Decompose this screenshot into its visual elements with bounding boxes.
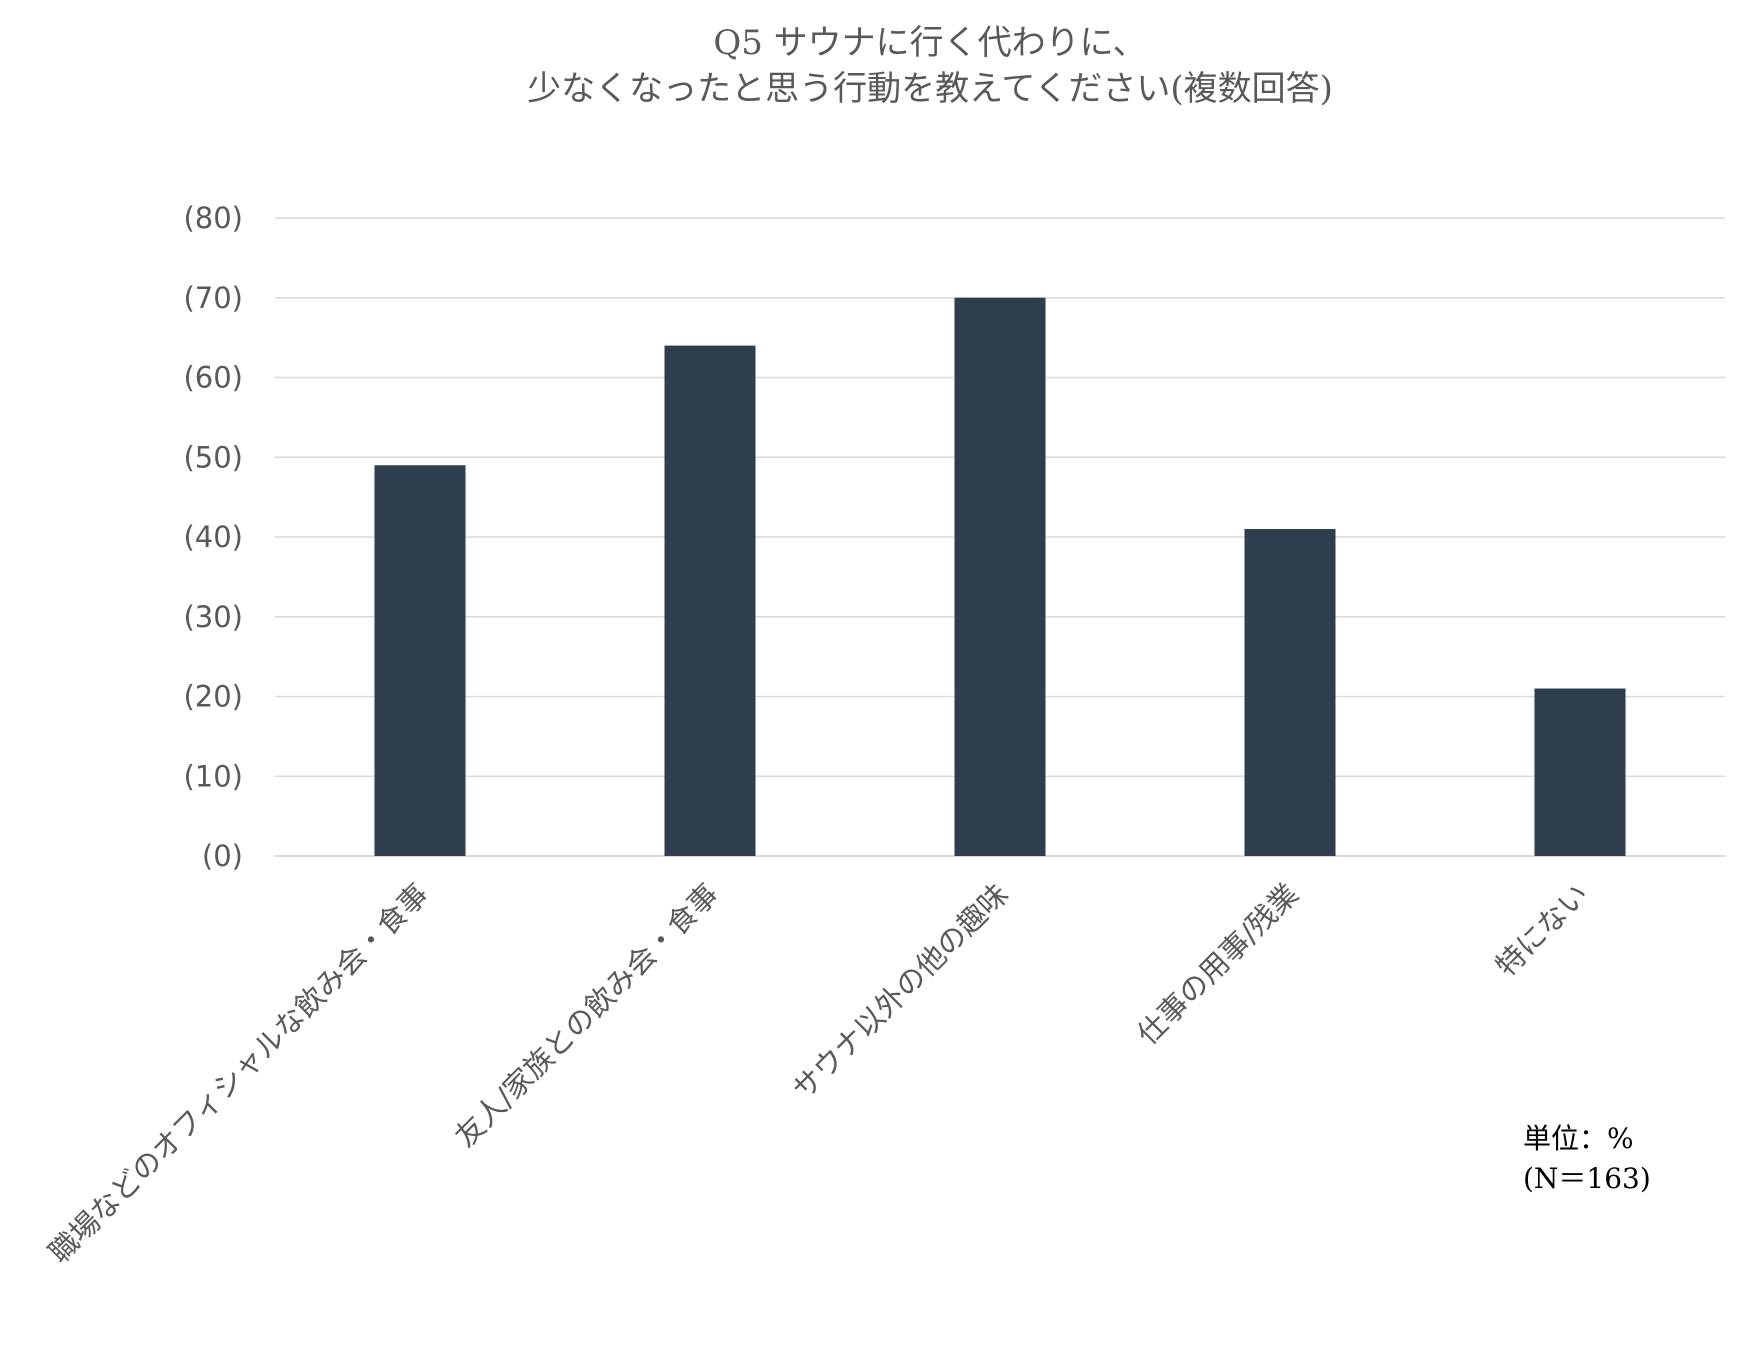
y-tick-label: (30) [183, 600, 243, 634]
bars [374, 297, 1626, 856]
y-tick-label: (40) [183, 520, 243, 554]
unit-note: 単位：% (N＝163) [1523, 1122, 1651, 1195]
bar [664, 345, 756, 856]
chart-title-line-1: Q5 サウナに行く代わりに、 [713, 23, 1146, 63]
chart-title: Q5 サウナに行く代わりに、 少なくなったと思う行動を教えてください(複数回答) [527, 23, 1333, 109]
unit-note-line-2: (N＝163) [1523, 1162, 1651, 1195]
bar [374, 465, 466, 856]
x-axis-category-labels: 職場などのオフィシャルな飲み会・食事 友人/家族との飲み会・食事 サウナ以外の他の趣… [42, 877, 1595, 1270]
y-tick-label: (60) [183, 361, 243, 395]
bar [954, 297, 1046, 856]
bar [1244, 529, 1336, 856]
x-category-label: サウナ以外の他の趣味 [786, 877, 1015, 1106]
y-tick-label: (0) [202, 839, 243, 873]
x-category-label: 友人/家族との飲み会・食事 [448, 877, 725, 1154]
x-category-label: 仕事の用事/残業 [1130, 877, 1305, 1052]
x-category-label: 特にない [1489, 877, 1595, 983]
unit-note-line-1: 単位：% [1523, 1122, 1634, 1155]
y-tick-label: (70) [183, 281, 243, 315]
y-tick-label: (50) [183, 440, 243, 474]
y-tick-label: (20) [183, 680, 243, 714]
y-tick-label: (80) [183, 201, 243, 235]
y-axis-tick-labels: (0) (10) (20) (30) (40) (50) (60) (70) (80) [183, 201, 243, 873]
bar [1534, 688, 1626, 856]
chart-title-line-2: 少なくなったと思う行動を教えてください(複数回答) [527, 69, 1333, 109]
y-tick-label: (10) [183, 759, 243, 793]
x-category-label: 職場などのオフィシャルな飲み会・食事 [42, 877, 435, 1270]
